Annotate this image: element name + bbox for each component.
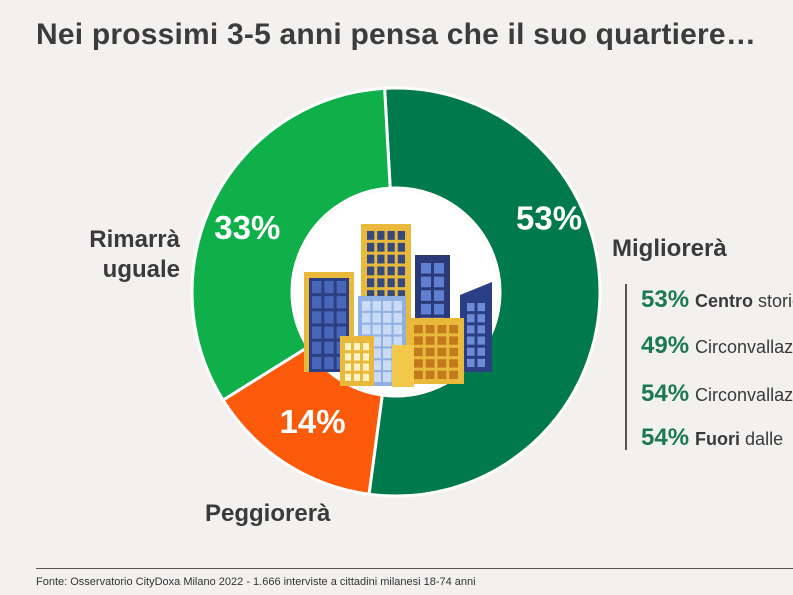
breakdown-bold: Fuori [695,429,741,449]
breakdown-row: 49%Circonvallazione [641,332,793,360]
source-note: Fonte: Osservatorio CityDoxa Milano 2022… [36,576,476,588]
breakdown-row: 53%Centro storico [641,286,793,314]
city-skyline-illustration [304,224,492,387]
breakdown-pct: 54% [641,424,690,450]
breakdown-bold: Centro [695,291,754,311]
label-rimarra-line2: uguale [102,256,180,283]
donut-slice-migliorer- [367,86,602,498]
breakdown-text: Circonvallazione [695,337,793,357]
breakdown-text: Circonvallazione [695,385,793,405]
breakdown-row: 54%Circonvallazione [641,380,793,408]
breakdown-row: 54% Fuori dalle [641,424,783,450]
label-peggiorera: Peggiorerà [205,500,331,527]
breakdown-text: storico [758,291,793,311]
breakdown-pct: 54% [641,380,690,407]
label-rimarra-uguale: Rimarrà uguale [82,225,180,285]
zone-breakdown: 53%Centro storico 49%Circonvallazione 54… [625,284,793,450]
donut-slice-rimarr-uguale [190,86,392,403]
building-front [392,345,414,387]
page-title: Nei prossimi 3-5 anni pensa che il suo q… [36,18,757,51]
slice-pct-label: 14% [280,403,346,440]
breakdown-pct: 53% [641,286,690,313]
footer-divider [36,568,793,569]
breakdown-pct: 49% [641,332,690,359]
slice-pct-label: 33% [214,209,280,246]
breakdown-text: dalle [740,429,784,449]
label-rimarra-line1: Rimarrà [89,226,180,253]
slice-pct-label: 53% [516,200,582,237]
building-right [460,282,492,372]
label-migliorera: Migliorerà [612,235,727,262]
